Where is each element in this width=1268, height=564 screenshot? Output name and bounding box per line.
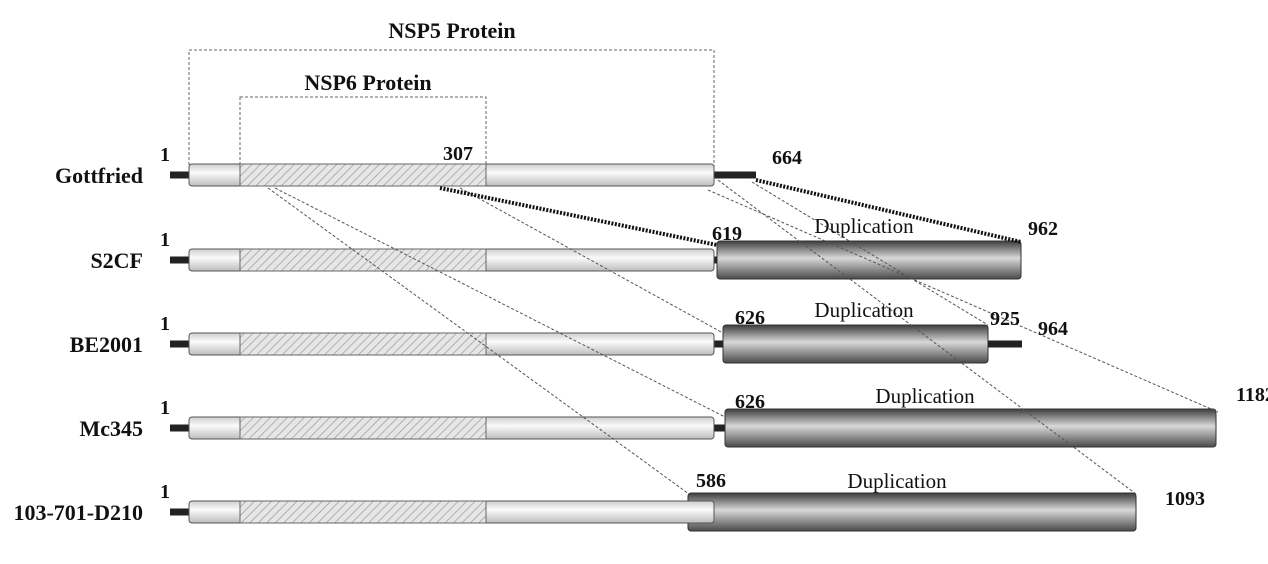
duplication-boundary-lines	[439, 178, 1022, 247]
position-label: 962	[1028, 218, 1058, 240]
linker	[714, 340, 723, 348]
linker	[714, 256, 717, 264]
duplication-label: Duplication	[814, 298, 914, 322]
strain-name: 103-701-D210	[13, 500, 143, 525]
position-label: 619	[712, 223, 742, 245]
alignment-line	[717, 179, 1137, 495]
nsp6-region	[239, 500, 487, 524]
position-label: 964	[1038, 318, 1068, 340]
position-label: 307	[443, 143, 473, 165]
boundary-line	[439, 186, 718, 247]
nsp6-region	[239, 332, 487, 356]
alignment-line	[751, 181, 989, 326]
position-label: 1182	[1236, 384, 1268, 406]
start-position: 1	[160, 397, 170, 419]
nsp6-region	[239, 416, 487, 440]
alignment-lines	[267, 179, 1219, 495]
strain-name: Mc345	[79, 416, 143, 441]
position-label: 925	[990, 308, 1020, 330]
alignment-line	[707, 189, 1219, 413]
strain-name: BE2001	[70, 332, 143, 357]
linker	[714, 424, 725, 432]
strain-row	[170, 324, 1022, 364]
position-label: 1093	[1165, 488, 1205, 510]
strain-row	[170, 408, 1217, 448]
n-terminal-stub	[170, 171, 190, 179]
duplication-label: Duplication	[814, 214, 914, 238]
duplication-bar	[722, 324, 989, 364]
n-terminal-stub	[170, 256, 190, 264]
position-label: 626	[735, 391, 765, 413]
start-position: 1	[160, 313, 170, 335]
strain-row	[170, 492, 1137, 532]
nsp5-title: NSP5 Protein	[388, 18, 515, 43]
n-terminal-stub	[170, 508, 190, 516]
strain-row	[170, 163, 756, 187]
n-terminal-stub	[170, 340, 190, 348]
start-position: 1	[160, 229, 170, 251]
start-position: 1	[160, 144, 170, 166]
strain-row	[170, 240, 1022, 280]
strain-name: S2CF	[90, 248, 143, 273]
nsp6-region	[239, 163, 487, 187]
position-label: 626	[735, 307, 765, 329]
duplication-label: Duplication	[847, 469, 947, 493]
nsp6-region	[239, 248, 487, 272]
nsp6-title: NSP6 Protein	[304, 70, 431, 95]
duplication-label: Duplication	[875, 384, 975, 408]
duplication-bar	[724, 408, 1217, 448]
position-label: 664	[772, 147, 802, 169]
alignment-line	[267, 187, 690, 495]
duplication-bar	[687, 492, 1137, 532]
position-label: 586	[696, 470, 726, 492]
alignment-line	[459, 187, 724, 334]
c-terminal-tail	[988, 340, 1022, 348]
c-terminal-tail	[714, 171, 756, 179]
strain-name: Gottfried	[55, 163, 143, 188]
n-terminal-stub	[170, 424, 190, 432]
alignment-line	[274, 187, 726, 418]
start-position: 1	[160, 481, 170, 503]
